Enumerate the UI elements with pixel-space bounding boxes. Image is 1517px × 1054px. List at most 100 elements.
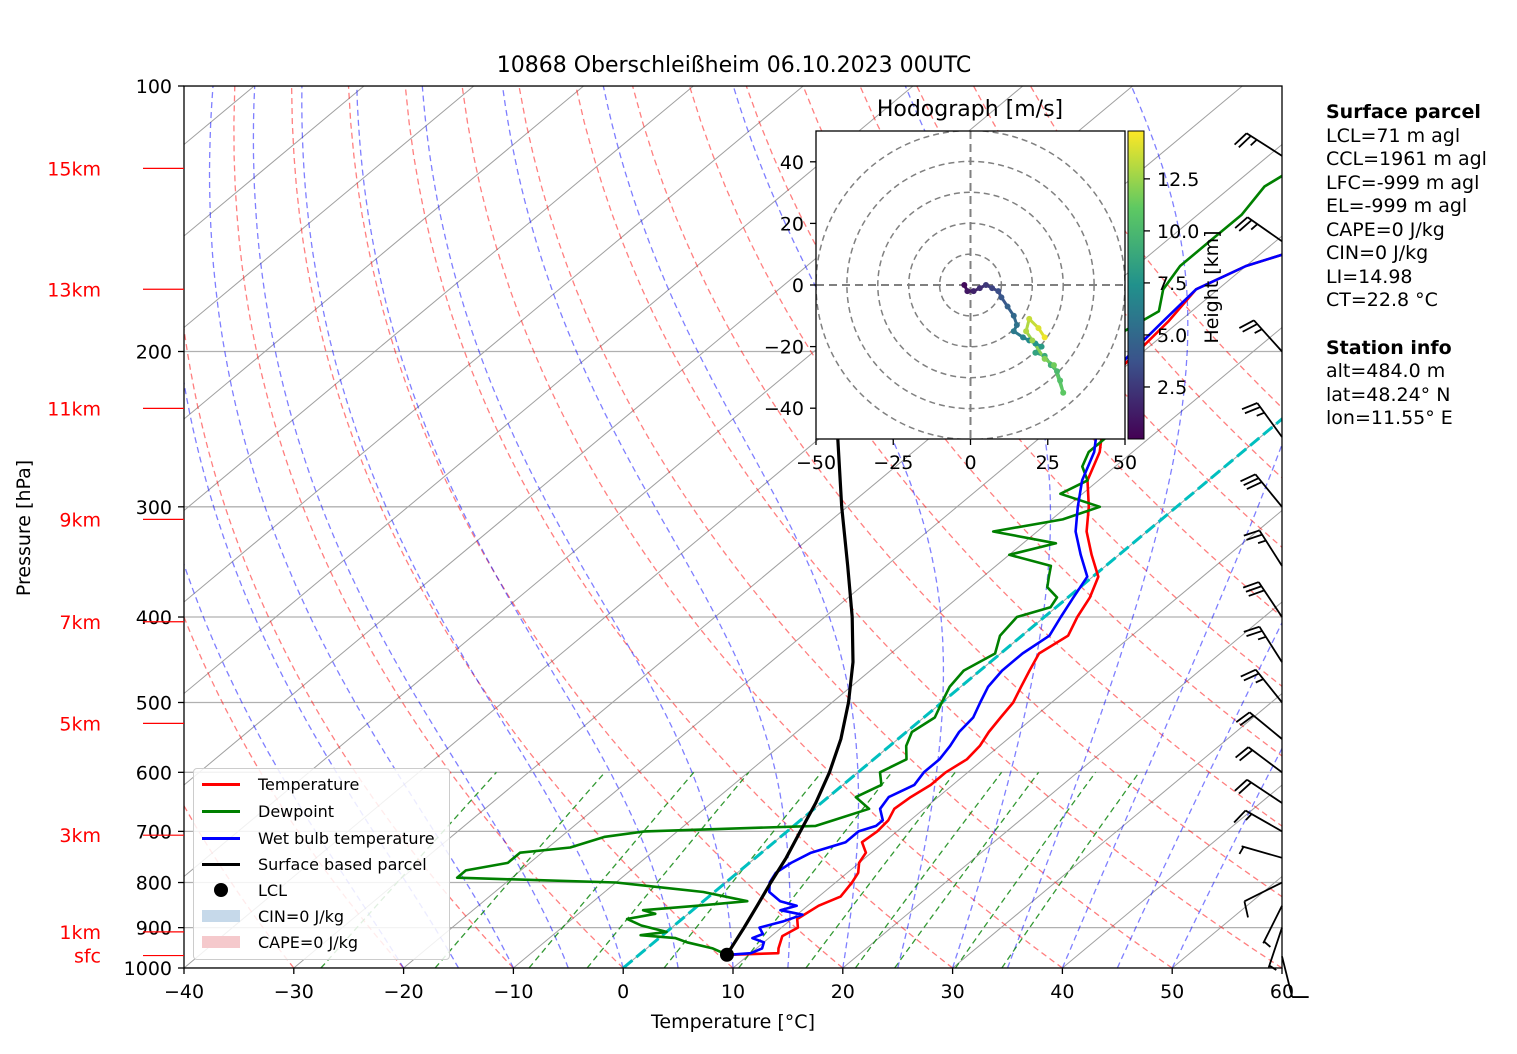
barb-full <box>1238 219 1253 232</box>
legend-item-cape: CAPE=0 J/kg <box>202 929 358 955</box>
hodo-y-tick-label: 20 <box>780 213 804 235</box>
wind-barb <box>1240 668 1283 704</box>
isotherm-line <box>184 86 804 603</box>
isotherm-line <box>184 86 365 237</box>
wind-barb <box>1233 809 1283 833</box>
barb-full <box>1244 406 1261 415</box>
barb-full <box>1238 319 1255 329</box>
barb-staff <box>1241 845 1283 859</box>
mixing-ratio-line <box>586 771 750 968</box>
x-tick-label: 0 <box>617 981 629 1003</box>
barb-half <box>1238 846 1245 855</box>
isotherm-line <box>1062 784 1282 968</box>
y-tick-label: 600 <box>136 762 172 784</box>
barb-staff <box>1247 746 1283 774</box>
barb-full <box>1240 473 1256 483</box>
mixing-ratio-line <box>434 771 606 968</box>
mixing-ratio-line <box>854 771 1003 968</box>
hodo-y-tick-label: 0 <box>792 275 804 297</box>
wind-barb <box>1238 319 1283 353</box>
hodograph-points <box>961 282 1067 396</box>
isotherm-line <box>184 86 694 512</box>
dry-adiabat <box>518 86 1173 968</box>
legend-label: Surface based parcel <box>258 854 427 874</box>
x-axis-label: Temperature [°C] <box>650 1011 815 1033</box>
barb-staff <box>1262 905 1283 944</box>
barb-staff <box>1281 956 1294 998</box>
hodograph-point <box>1038 343 1045 350</box>
barb-full <box>1234 216 1249 229</box>
moist-adiabat <box>1116 621 1282 968</box>
hodograph-title: Hodograph [m/s] <box>877 97 1063 122</box>
parcel-cape: CAPE=0 J/kg <box>1326 218 1445 241</box>
x-tick-label: 10 <box>721 981 745 1003</box>
barb-full <box>1243 529 1260 537</box>
dry-adiabat <box>575 86 1282 968</box>
barb-full <box>1243 477 1259 487</box>
colorbar-tick-label: 10.0 <box>1157 221 1199 243</box>
legend-label: CIN=0 J/kg <box>258 906 345 926</box>
mixing-ratio-line <box>894 771 1040 968</box>
barb-full <box>1246 630 1263 637</box>
parcel-li: LI=14.98 <box>1326 265 1413 288</box>
height-label: 7km <box>59 612 101 634</box>
y-axis-label: Pressure [hPa] <box>13 460 35 596</box>
hodograph-ticks: −50 −25 0 25 50 40 20 0 −20 −40 <box>764 152 1137 474</box>
moist-adiabat <box>602 86 860 968</box>
dry-adiabat <box>404 86 953 968</box>
height-label: 1km <box>59 922 101 944</box>
barb-half <box>1256 411 1265 417</box>
barb-full <box>1235 711 1251 723</box>
y-tick-label: 1000 <box>124 958 172 980</box>
x-tick-label: −20 <box>384 981 424 1003</box>
hodograph-inset: Hodograph [m/s] −50 −25 0 25 50 40 20 0 −20 −40 1… <box>764 97 1223 474</box>
moist-adiabat <box>1006 86 1189 968</box>
station-info-heading: Station info <box>1326 336 1452 359</box>
hodograph-point <box>964 288 971 295</box>
barb-half <box>1254 328 1263 334</box>
parcel-ccl: CCL=1961 m agl <box>1326 148 1487 170</box>
moist-adiabat <box>501 86 791 968</box>
hodograph-point <box>982 282 989 288</box>
hodograph-point <box>1057 377 1064 384</box>
wind-barb <box>1243 881 1283 918</box>
barb-staff <box>1247 216 1283 243</box>
barb-full <box>1243 672 1260 682</box>
hodograph-point <box>1050 362 1057 369</box>
barb-full <box>1234 779 1248 792</box>
y-tick-label: 400 <box>136 607 172 629</box>
hodograph-point <box>1010 312 1017 319</box>
hodograph-point <box>998 294 1005 301</box>
moist-adiabat <box>301 86 624 968</box>
barb-full <box>1238 135 1252 148</box>
y-tick-label: 500 <box>136 692 172 714</box>
x-tick-label: −10 <box>493 981 533 1003</box>
dry-adiabat <box>745 86 1282 757</box>
x-tick-label: −40 <box>164 981 204 1003</box>
dry-adiabat <box>973 86 1282 479</box>
wind-barb <box>1238 845 1283 859</box>
colorbar-tick-label: 2.5 <box>1157 377 1187 399</box>
wind-barb <box>1281 956 1309 998</box>
dry-adiabat <box>290 86 734 968</box>
zero-degree-isotherm <box>622 417 1282 968</box>
barb-staff <box>1267 927 1283 968</box>
legend: Temperature Dewpoint Wet bulb temperatur… <box>193 768 450 960</box>
parcel-lfc: LFC=-999 m agl <box>1326 171 1480 194</box>
moist-adiabat <box>421 86 734 968</box>
y-tick-label: 800 <box>136 873 172 895</box>
barb-staff <box>1253 319 1283 353</box>
isotherm-line <box>293 143 1282 968</box>
parcel-info-panel: Surface parcel LCL=71 m agl CCL=1961 m a… <box>1326 101 1487 431</box>
barb-full <box>1246 533 1263 541</box>
hodo-x-tick-label: −25 <box>873 452 913 474</box>
barb-half <box>1257 539 1267 545</box>
barb-half <box>1268 964 1277 971</box>
x-tick-label: 20 <box>831 981 855 1003</box>
barb-half <box>1257 635 1267 641</box>
parcel-lcl: LCL=71 m agl <box>1326 124 1461 147</box>
hodograph-point <box>1041 355 1048 362</box>
barb-staff <box>1246 132 1283 157</box>
hodograph-point <box>1060 389 1067 396</box>
height-label: 15km <box>47 158 101 180</box>
